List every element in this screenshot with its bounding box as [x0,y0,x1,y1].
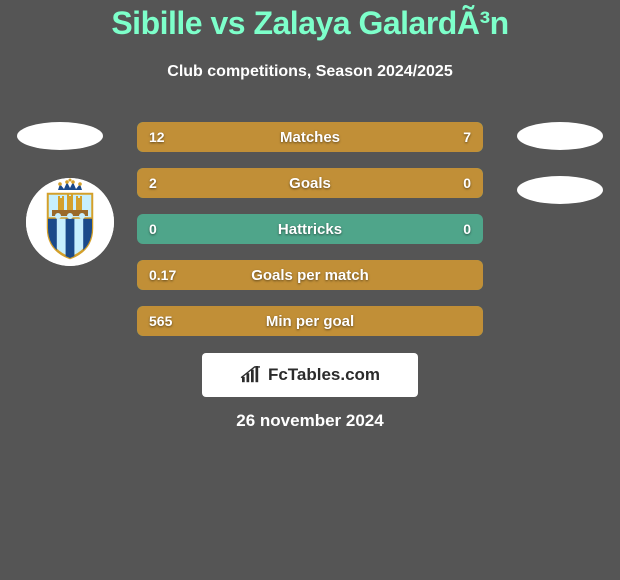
stat-label: Hattricks [137,214,483,244]
stat-value-right: 0 [463,168,471,198]
watermark-chart-icon [240,366,262,384]
stat-value-left: 0.17 [149,260,176,290]
club-crest-svg [26,178,114,266]
stat-value-left: 12 [149,122,165,152]
watermark-badge: FcTables.com [202,353,418,397]
stat-value-right: 7 [463,122,471,152]
page-title: Sibille vs Zalaya GalardÃ³n [0,5,620,42]
stat-value-left: 565 [149,306,172,336]
root-container: Sibille vs Zalaya GalardÃ³n Club competi… [0,0,620,580]
player-right-avatar-2 [517,176,603,204]
watermark-text: FcTables.com [268,365,380,385]
stat-row: Min per goal565 [137,306,483,336]
stat-row: Goals per match0.17 [137,260,483,290]
player-right-avatar-1 [517,122,603,150]
stat-row: Goals2 0 [137,168,483,198]
stat-label: Matches [137,122,483,152]
stat-value-right: 0 [463,214,471,244]
comparison-bars: Matches127Goals20Hattricks00Goals per ma… [137,122,483,336]
date-label: 26 november 2024 [0,411,620,431]
stat-label: Min per goal [137,306,483,336]
crest-bridge [52,210,88,219]
subtitle: Club competitions, Season 2024/2025 [0,63,620,81]
stat-value-left: 0 [149,214,157,244]
player-left-avatar [17,122,103,150]
stat-value-left: 2 [149,168,157,198]
stat-label: Goals [137,168,483,198]
stat-label: Goals per match [137,260,483,290]
stat-row: Hattricks0 0 [137,214,483,244]
stat-row: Matches12 7 [137,122,483,152]
club-left-logo [26,178,114,266]
